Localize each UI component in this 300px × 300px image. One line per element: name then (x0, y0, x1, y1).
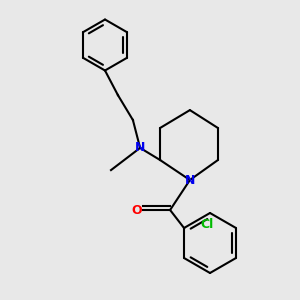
Text: O: O (131, 203, 142, 217)
Text: Cl: Cl (200, 218, 214, 230)
Text: N: N (185, 173, 195, 187)
Text: N: N (135, 141, 145, 154)
